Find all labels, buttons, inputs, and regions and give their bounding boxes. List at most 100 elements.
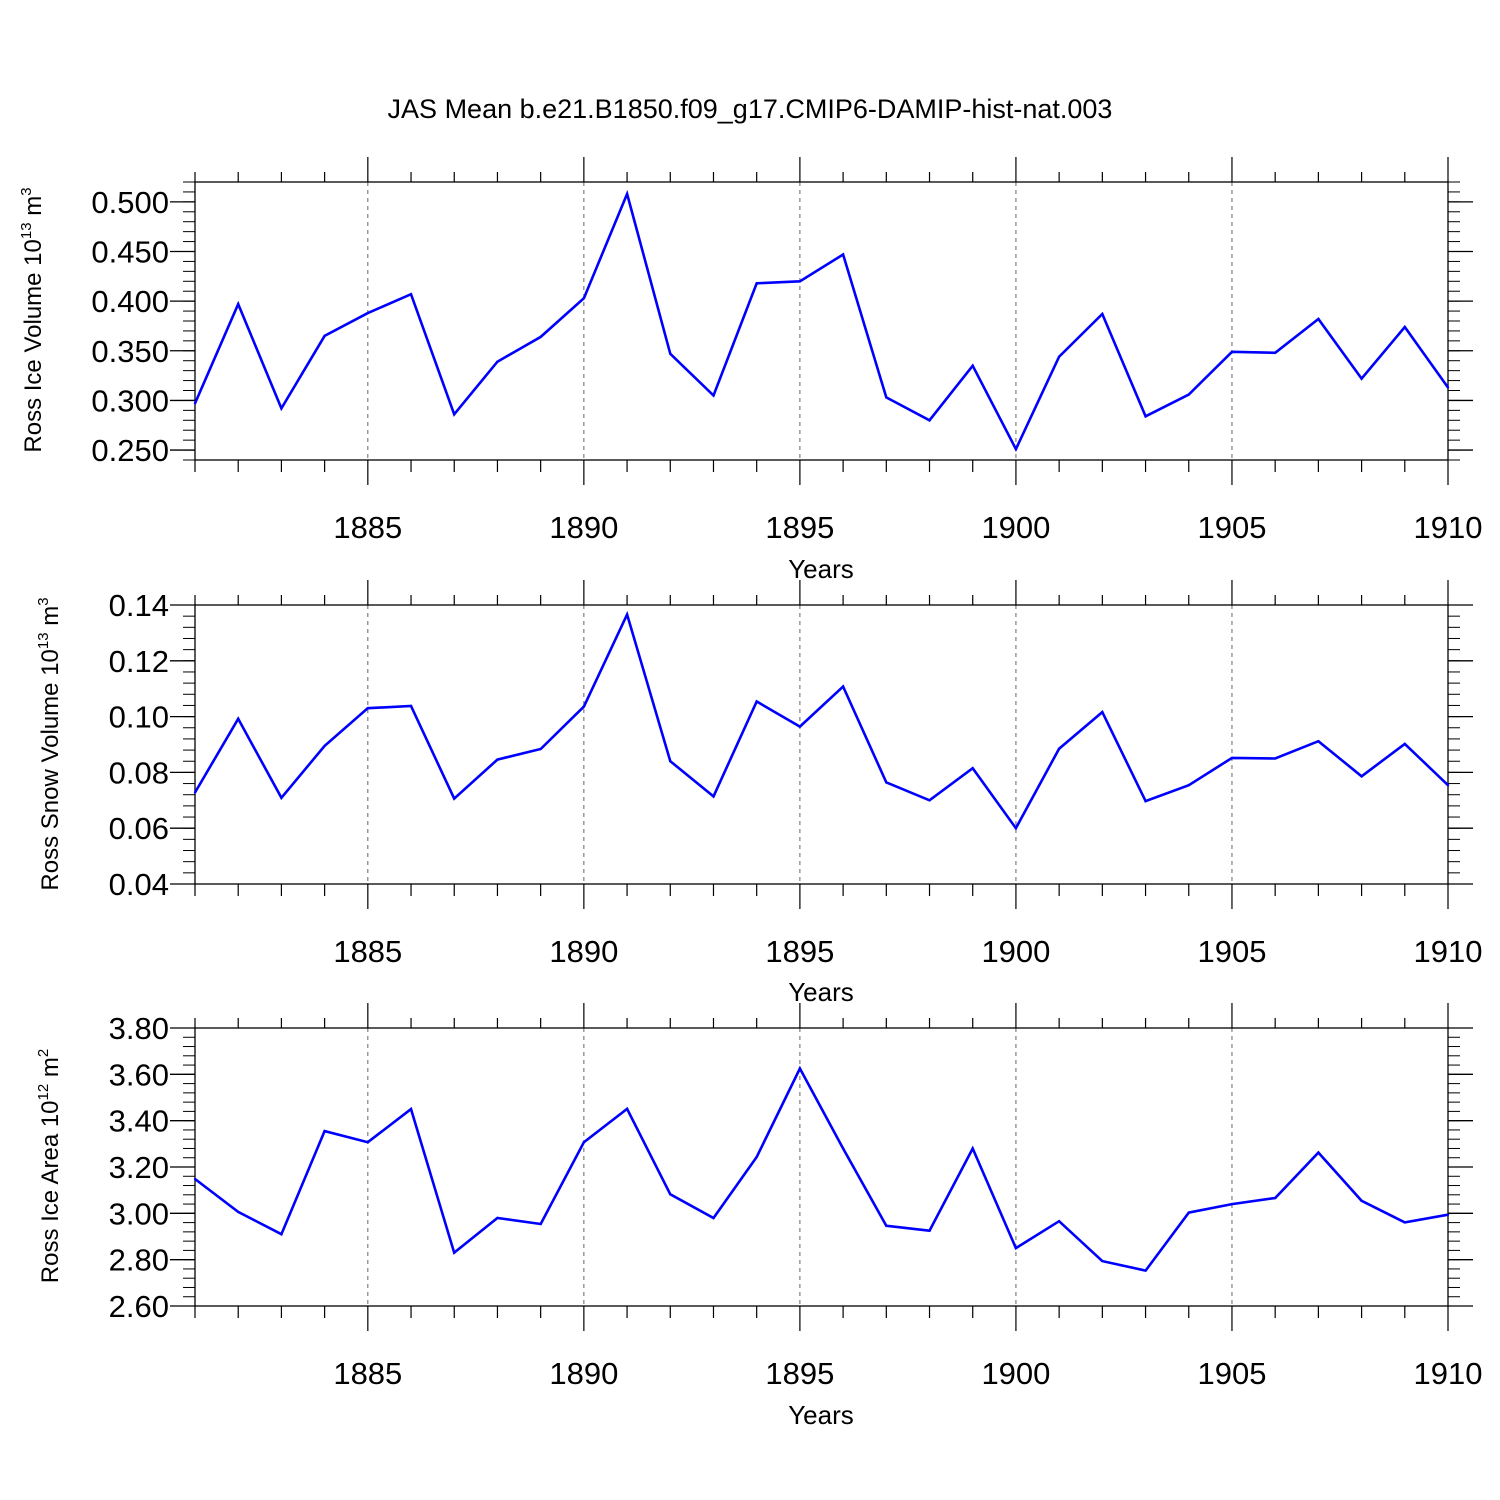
- y-tick-label: 2.60: [109, 1289, 169, 1324]
- panel-ice-area: Ross Ice Area 1012 m2 Years 1885 1890 1895…: [35, 1003, 1482, 1430]
- data-point: [1230, 756, 1234, 760]
- y-axis-label: Ross Snow Volume 1013 m3: [35, 597, 64, 890]
- series-line: [194, 1065, 1449, 1273]
- y-tick-label: 0.500: [91, 185, 169, 220]
- y-tick-label: 2.80: [109, 1243, 169, 1278]
- figure-title: JAS Mean b.e21.B1850.f09_g17.CMIP6-DAMIP…: [388, 94, 1113, 124]
- x-tick-label: 1905: [1197, 934, 1266, 969]
- data-point: [625, 1107, 629, 1111]
- data-point: [1014, 827, 1018, 830]
- data-point: [237, 1210, 240, 1214]
- data-point: [841, 1147, 845, 1150]
- series-line: [193, 189, 1450, 453]
- data-point: [1317, 739, 1320, 743]
- data-point: [1144, 415, 1147, 418]
- data-point: [712, 795, 715, 798]
- y-tick-label: 0.300: [91, 383, 169, 418]
- x-tick-label: 1910: [1414, 1356, 1483, 1391]
- x-tick-label: 1900: [981, 510, 1050, 545]
- series-line: [193, 610, 1449, 831]
- data-point: [755, 282, 758, 285]
- x-tick-label: 1890: [549, 510, 618, 545]
- x-axis-label: Years: [788, 1400, 854, 1430]
- x-tick-label: 1890: [549, 934, 618, 969]
- data-point: [496, 758, 499, 761]
- x-tick-label: 1885: [333, 934, 402, 969]
- data-point: [582, 296, 586, 300]
- data-point: [237, 302, 240, 306]
- data-point: [885, 396, 888, 399]
- data-point: [323, 744, 326, 748]
- x-tick-label: 1900: [981, 934, 1050, 969]
- x-tick-label: 1900: [981, 1356, 1050, 1391]
- x-tick-label: 1895: [765, 934, 834, 969]
- data-point: [366, 707, 370, 710]
- data-point: [625, 613, 629, 616]
- y-tick-label: 0.350: [91, 334, 169, 369]
- x-axis-label: Years: [788, 977, 854, 1007]
- data-point: [1317, 1151, 1320, 1154]
- data-point: [193, 791, 197, 794]
- x-tick-label: 1905: [1197, 1356, 1266, 1391]
- data-point: [755, 700, 758, 703]
- x-tick-label: 1895: [765, 1356, 834, 1391]
- data-point: [1057, 355, 1061, 358]
- y-tick-label: 0.450: [91, 235, 169, 270]
- data-point: [409, 292, 413, 296]
- data-point: [1057, 1220, 1061, 1223]
- data-point: [323, 334, 326, 338]
- data-point: [669, 760, 672, 763]
- y-tick-label: 3.20: [109, 1150, 169, 1185]
- panel-ice-volume: Ross Ice Volume 1013 m3 Years 1885 1890 18…: [18, 157, 1482, 584]
- plot-frame: [194, 604, 1449, 885]
- data-point: [928, 1229, 931, 1232]
- data-point: [496, 1216, 499, 1220]
- x-tick-label: 1910: [1414, 934, 1483, 969]
- data-point: [1101, 1259, 1104, 1263]
- data-point: [366, 311, 370, 315]
- data-point: [280, 407, 283, 410]
- data-point: [798, 280, 802, 283]
- x-tick-label: 1895: [765, 510, 834, 545]
- data-point: [1273, 757, 1277, 760]
- data-point: [885, 781, 888, 784]
- data-point: [669, 1193, 672, 1196]
- x-tick-label: 1890: [549, 1356, 618, 1391]
- x-tick-label: 1885: [333, 1356, 402, 1391]
- data-point: [280, 796, 283, 799]
- data-point: [1014, 447, 1018, 451]
- y-tick-label: 0.250: [91, 433, 169, 468]
- y-tick-label: 0.06: [109, 811, 169, 846]
- y-tick-label: 0.400: [91, 284, 169, 319]
- y-tick-label: 0.04: [109, 867, 169, 902]
- data-point: [1187, 393, 1190, 396]
- data-point: [1360, 775, 1363, 778]
- y-tick-label: 0.10: [109, 700, 169, 735]
- data-point: [1403, 1221, 1406, 1224]
- data-point: [323, 1129, 326, 1133]
- data-point: [755, 1155, 758, 1159]
- plot-frame: [194, 181, 1449, 461]
- data-point: [841, 685, 845, 688]
- data-point: [1230, 350, 1234, 353]
- data-point: [971, 767, 974, 770]
- data-point: [798, 1067, 802, 1070]
- data-point: [1230, 1202, 1234, 1206]
- data-point: [453, 797, 456, 800]
- data-point: [409, 704, 413, 708]
- data-point: [409, 1107, 413, 1111]
- data-point: [366, 1141, 370, 1144]
- data-point: [496, 360, 499, 363]
- data-point: [712, 394, 715, 397]
- data-point: [928, 419, 931, 422]
- data-point: [1101, 710, 1104, 714]
- data-point: [1403, 325, 1406, 329]
- data-point: [841, 253, 845, 256]
- y-tick-label: 0.12: [109, 644, 169, 679]
- data-point: [1317, 317, 1320, 321]
- data-point: [193, 1177, 197, 1181]
- data-point: [1144, 799, 1147, 803]
- data-point: [453, 413, 456, 416]
- data-point: [1144, 1269, 1147, 1272]
